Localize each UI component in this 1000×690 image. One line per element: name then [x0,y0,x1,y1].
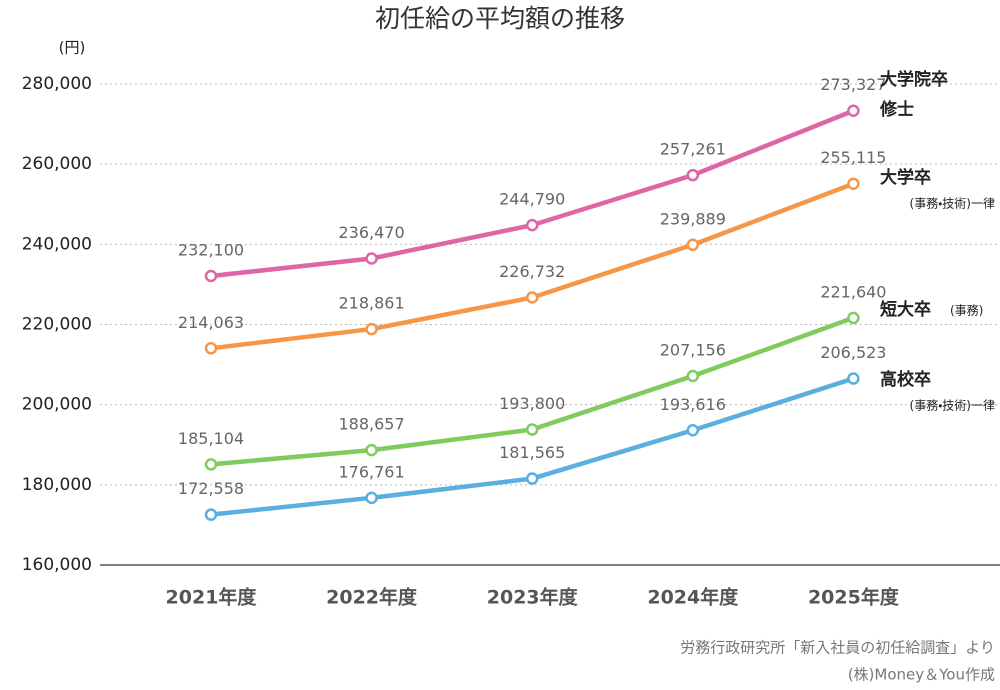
data-label: 226,732 [499,262,565,281]
legend-label: 短大卒 [880,299,931,320]
y-tick-label: 240,000 [22,234,92,254]
data-label: 206,523 [820,343,886,362]
data-label: 172,558 [178,479,244,498]
legend-note: (事務・技術)一律 [910,196,995,211]
data-label: 232,100 [178,240,244,259]
y-axis-unit: (円) [59,39,86,57]
data-label: 239,889 [660,209,726,228]
data-point [204,342,218,355]
y-tick-label: 200,000 [22,395,92,415]
data-point [847,177,860,190]
data-label: 207,156 [660,340,726,359]
data-label: 193,800 [499,394,565,413]
data-point [204,269,218,283]
data-label: 273,327 [820,75,886,94]
data-point [365,491,378,505]
data-label: 193,616 [660,395,726,414]
data-label: 221,640 [820,282,886,301]
data-label: 236,470 [339,223,405,242]
data-point [365,322,378,336]
data-point [847,104,860,117]
data-point [686,369,700,383]
data-point [686,424,700,437]
legend-label: 大学院卒 [880,69,948,90]
data-point [204,508,218,521]
y-tick-label: 160,000 [22,555,92,575]
data-label: 255,115 [820,148,886,167]
data-label: 214,063 [178,313,244,332]
legend-note: 修士 [879,99,914,120]
x-tick-label: 2025年度 [808,586,900,609]
data-label: 185,104 [178,429,244,448]
source: 労務行政研究所「新入社員の初任給調査」より [680,639,995,657]
y-tick-label: 220,000 [22,315,92,335]
data-point [686,238,700,252]
data-label: 218,861 [339,294,405,313]
legend-label: 大学卒 [880,167,931,188]
data-point [525,218,539,232]
data-label: 176,761 [339,462,405,481]
data-point [847,311,860,325]
data-label: 188,657 [339,415,405,434]
data-point [365,443,378,457]
legend-note: (事務・技術)一律 [910,398,995,413]
x-tick-label: 2022年度 [326,586,418,609]
credit: (株)Money＆You作成 [848,666,995,684]
data-point [847,372,860,385]
data-point [365,252,378,265]
data-point [686,168,700,182]
x-tick-label: 2023年度 [487,586,579,609]
data-point [525,472,539,485]
data-label: 257,261 [660,140,726,159]
x-tick-label: 2024年度 [647,586,739,609]
chart-title: 初任給の平均額の推移 [375,4,625,33]
x-tick-label: 2021年度 [166,586,258,609]
legend-label: 高校卒 [880,369,931,390]
data-point [204,458,218,471]
legend-note: (事務) [950,304,983,318]
data-point [525,423,539,436]
data-label: 181,565 [499,443,565,462]
data-label: 244,790 [499,190,565,209]
y-tick-label: 260,000 [22,154,92,174]
data-point [525,291,539,304]
y-tick-label: 180,000 [22,475,92,495]
y-tick-label: 280,000 [22,74,92,94]
